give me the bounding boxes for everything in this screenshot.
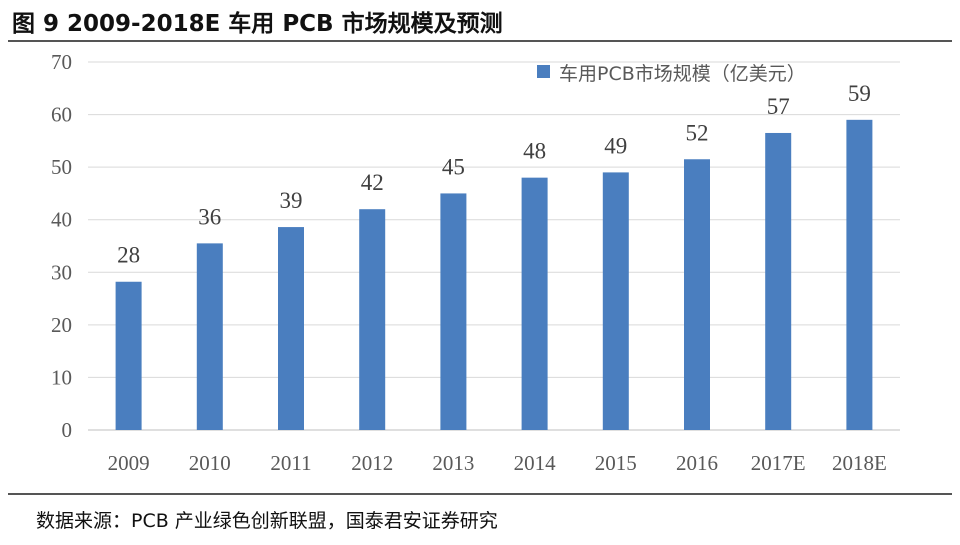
bar bbox=[359, 209, 386, 430]
figure-title: 图 9 2009-2018E 车用 PCB 市场规模及预测 bbox=[12, 11, 503, 37]
x-tick-label: 2011 bbox=[270, 451, 311, 475]
legend-label: 车用PCB市场规模（亿美元） bbox=[559, 63, 806, 85]
y-tick-label: 20 bbox=[51, 313, 72, 337]
data-label: 28 bbox=[117, 243, 140, 268]
bar bbox=[278, 227, 304, 430]
data-label: 39 bbox=[280, 188, 303, 213]
x-tick-label: 2009 bbox=[108, 451, 150, 475]
y-tick-label: 0 bbox=[62, 418, 73, 442]
y-tick-label: 60 bbox=[51, 103, 72, 127]
x-tick-label: 2012 bbox=[351, 451, 393, 475]
title-divider bbox=[8, 40, 952, 42]
data-label: 57 bbox=[767, 94, 790, 119]
x-tick-label: 2017E bbox=[751, 451, 806, 475]
bar bbox=[765, 132, 792, 430]
bar bbox=[196, 243, 223, 430]
source-divider bbox=[8, 493, 952, 495]
y-tick-label: 40 bbox=[51, 208, 72, 232]
y-tick-label: 70 bbox=[51, 50, 72, 74]
bar bbox=[521, 177, 548, 430]
x-tick-label: 2018E bbox=[832, 451, 887, 475]
bar bbox=[684, 159, 710, 430]
legend-swatch bbox=[537, 65, 550, 78]
x-tick-label: 2015 bbox=[595, 451, 637, 475]
y-tick-label: 10 bbox=[51, 365, 72, 389]
data-label: 42 bbox=[361, 170, 384, 195]
data-label: 48 bbox=[523, 139, 546, 164]
source-note: 数据来源：PCB 产业绿色创新联盟，国泰君安证券研究 bbox=[36, 510, 498, 532]
x-tick-label: 2010 bbox=[189, 451, 231, 475]
data-label: 52 bbox=[686, 120, 709, 145]
y-tick-label: 30 bbox=[51, 260, 72, 284]
x-tick-label: 2014 bbox=[514, 451, 557, 475]
legend: 车用PCB市场规模（亿美元） bbox=[537, 63, 806, 85]
x-tick-label: 2013 bbox=[432, 451, 474, 475]
bar bbox=[115, 281, 142, 430]
y-tick-label: 50 bbox=[51, 155, 72, 179]
bar bbox=[602, 172, 629, 430]
x-tick-label: 2016 bbox=[676, 451, 718, 475]
data-label: 45 bbox=[442, 154, 465, 179]
data-label: 36 bbox=[198, 204, 221, 229]
data-label: 49 bbox=[604, 133, 627, 158]
data-label: 59 bbox=[848, 81, 871, 106]
bar bbox=[440, 193, 467, 430]
bar bbox=[846, 119, 873, 430]
